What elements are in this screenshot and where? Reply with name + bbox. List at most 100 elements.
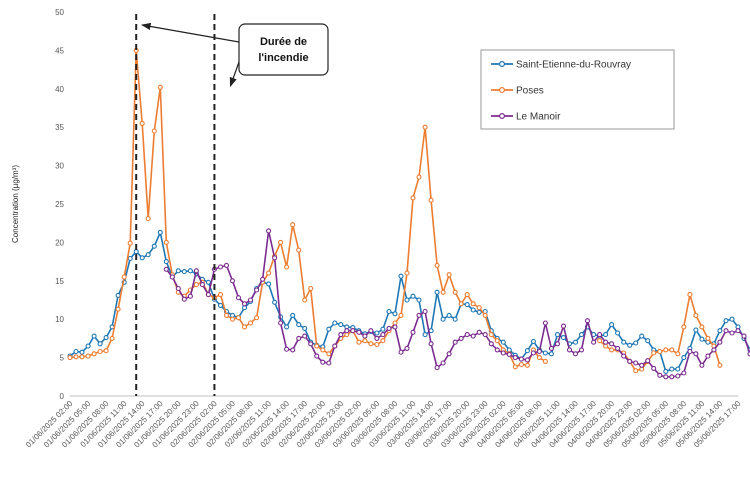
data-point: [627, 342, 633, 348]
series-poses: [67, 47, 723, 374]
data-point: [741, 333, 747, 339]
data-point: [290, 347, 296, 353]
data-point: [278, 320, 284, 326]
data-point: [229, 316, 236, 322]
y-tick-label: 45: [55, 46, 64, 55]
data-point: [723, 328, 729, 334]
data-point: [73, 354, 79, 360]
data-point: [633, 360, 639, 366]
data-point: [217, 302, 224, 308]
data-point: [187, 293, 193, 299]
data-point: [398, 349, 404, 355]
data-point: [488, 332, 494, 338]
data-point: [723, 318, 729, 324]
data-point: [699, 362, 705, 368]
series-line: [69, 50, 546, 368]
callout-text-line1: Durée de: [260, 36, 307, 48]
data-point: [356, 329, 362, 335]
data-point: [97, 348, 103, 355]
data-point: [314, 353, 320, 359]
data-point: [326, 351, 332, 357]
data-point: [494, 338, 500, 344]
data-point: [302, 325, 308, 331]
data-point: [109, 335, 115, 341]
data-point: [362, 338, 368, 344]
data-point: [494, 347, 500, 353]
y-tick-label: 50: [55, 8, 64, 17]
data-point: [254, 315, 260, 321]
data-point: [193, 268, 199, 274]
data-point: [97, 341, 103, 347]
data-point: [380, 332, 386, 338]
data-point: [278, 239, 284, 245]
data-point: [452, 339, 458, 345]
data-point: [410, 293, 416, 299]
data-point: [464, 302, 470, 308]
data-point: [717, 339, 723, 345]
data-point: [362, 333, 368, 339]
data-point: [705, 335, 711, 341]
data-point: [205, 292, 211, 298]
data-point: [542, 358, 548, 364]
data-point: [404, 297, 410, 303]
data-point: [428, 341, 434, 347]
data-point: [693, 312, 699, 318]
data-point: [657, 372, 663, 378]
data-point: [651, 350, 657, 356]
data-point: [332, 320, 338, 326]
data-point: [669, 366, 675, 372]
data-point: [91, 351, 97, 357]
data-point: [181, 296, 187, 302]
data-point: [284, 264, 290, 270]
data-point: [609, 347, 615, 353]
y-tick-label: 5: [60, 354, 65, 363]
legend-item: Poses: [491, 86, 544, 97]
legend-box: [480, 49, 675, 130]
data-point: [440, 360, 446, 366]
data-point: [711, 347, 717, 353]
data-point: [518, 361, 524, 368]
data-point: [452, 289, 458, 295]
data-point: [518, 356, 524, 362]
data-point: [645, 358, 651, 364]
data-point: [187, 268, 193, 274]
data-point: [609, 341, 615, 347]
data-point: [524, 348, 530, 354]
data-point: [121, 274, 127, 280]
data-point: [705, 353, 711, 359]
data-point: [428, 197, 434, 203]
data-point: [639, 333, 645, 339]
data-point: [609, 322, 615, 328]
data-point: [103, 335, 109, 341]
data-point: [302, 297, 308, 303]
data-point: [241, 301, 248, 307]
legend-swatch-marker: [499, 60, 506, 67]
data-point: [615, 345, 621, 351]
data-point: [416, 174, 422, 180]
callout-arrow-left: [141, 22, 240, 43]
y-tick-label: 15: [55, 277, 64, 286]
data-point: [512, 355, 518, 361]
data-point: [458, 335, 464, 341]
data-point: [272, 299, 278, 305]
data-point: [687, 348, 693, 355]
data-point: [699, 324, 705, 330]
data-point: [241, 324, 248, 330]
data-point: [434, 289, 440, 295]
data-point: [410, 195, 416, 201]
y-tick-labels: 0 5 10 15 20 25 30 35 40 45 50: [55, 8, 64, 401]
data-point: [356, 339, 362, 345]
data-point: [290, 312, 296, 318]
data-point: [296, 335, 302, 341]
data-point: [530, 350, 536, 356]
data-point: [597, 338, 603, 344]
data-point: [217, 292, 224, 298]
data-point: [578, 347, 585, 353]
data-point: [247, 297, 254, 303]
data-point: [554, 341, 561, 347]
data-point: [572, 339, 579, 345]
data-point: [151, 128, 157, 134]
data-point: [615, 330, 621, 336]
data-point: [386, 308, 392, 315]
